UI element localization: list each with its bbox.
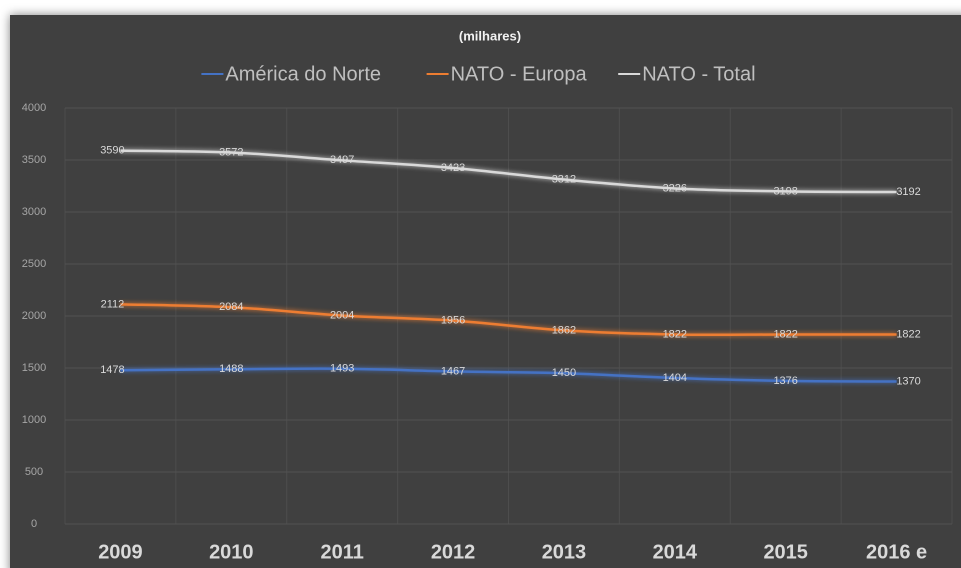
data-label: 1493 bbox=[330, 363, 354, 375]
x-tick-label: 2009 bbox=[98, 541, 143, 563]
y-tick-label: 2500 bbox=[22, 258, 46, 270]
legend-label: NATO - Europa bbox=[451, 63, 588, 85]
x-tick-label: 2011 bbox=[320, 541, 363, 563]
y-tick-label: 1000 bbox=[22, 414, 46, 426]
data-label: 1822 bbox=[773, 328, 797, 340]
legend-label: NATO - Total bbox=[642, 63, 755, 85]
data-label: 3423 bbox=[441, 162, 465, 174]
series-line bbox=[120, 149, 897, 194]
data-label: 1450 bbox=[552, 367, 576, 379]
data-label: 1404 bbox=[663, 372, 687, 384]
data-label: 3192 bbox=[896, 186, 920, 198]
chart-title: (milhares) bbox=[459, 28, 521, 43]
data-label: 1370 bbox=[896, 375, 920, 387]
chart-background bbox=[10, 15, 961, 568]
data-label: 1376 bbox=[773, 375, 797, 387]
y-tick-label: 3000 bbox=[22, 206, 46, 218]
x-tick-label: 2016 e bbox=[866, 541, 927, 563]
legend-label: América do Norte bbox=[225, 63, 381, 85]
data-label: 2084 bbox=[219, 301, 243, 313]
data-label: 2112 bbox=[101, 298, 125, 310]
x-tick-label: 2010 bbox=[209, 541, 254, 563]
data-label: 1478 bbox=[100, 364, 124, 376]
data-label: 3497 bbox=[330, 154, 354, 166]
data-label: 1956 bbox=[441, 314, 465, 326]
data-label: 3226 bbox=[663, 182, 687, 194]
x-tick-label: 2012 bbox=[431, 541, 476, 563]
data-label: 1822 bbox=[663, 328, 687, 340]
legend: América do Norte NATO - Europa NATO - Tota… bbox=[201, 63, 756, 85]
y-tick-label: 2000 bbox=[22, 310, 46, 322]
y-tick-label: 4000 bbox=[22, 102, 46, 114]
data-label: 2004 bbox=[330, 309, 354, 321]
data-label: 3572 bbox=[219, 146, 243, 158]
x-tick-label: 2015 bbox=[763, 541, 808, 563]
data-label: 3312 bbox=[552, 173, 576, 185]
data-label: 1822 bbox=[896, 328, 920, 340]
data-label: 3198 bbox=[773, 185, 797, 197]
y-tick-label: 3500 bbox=[22, 154, 46, 166]
data-label: 3590 bbox=[100, 145, 124, 157]
x-tick-label: 2013 bbox=[542, 541, 587, 563]
y-tick-label: 0 bbox=[31, 518, 37, 530]
data-label: 1467 bbox=[441, 365, 465, 377]
series-line bbox=[120, 303, 897, 337]
y-tick-label: 1500 bbox=[22, 362, 46, 374]
data-label: 1862 bbox=[552, 324, 576, 336]
series-line bbox=[120, 367, 897, 383]
data-label: 1488 bbox=[219, 363, 243, 375]
y-tick-label: 500 bbox=[25, 466, 43, 478]
x-tick-label: 2014 bbox=[653, 541, 698, 563]
